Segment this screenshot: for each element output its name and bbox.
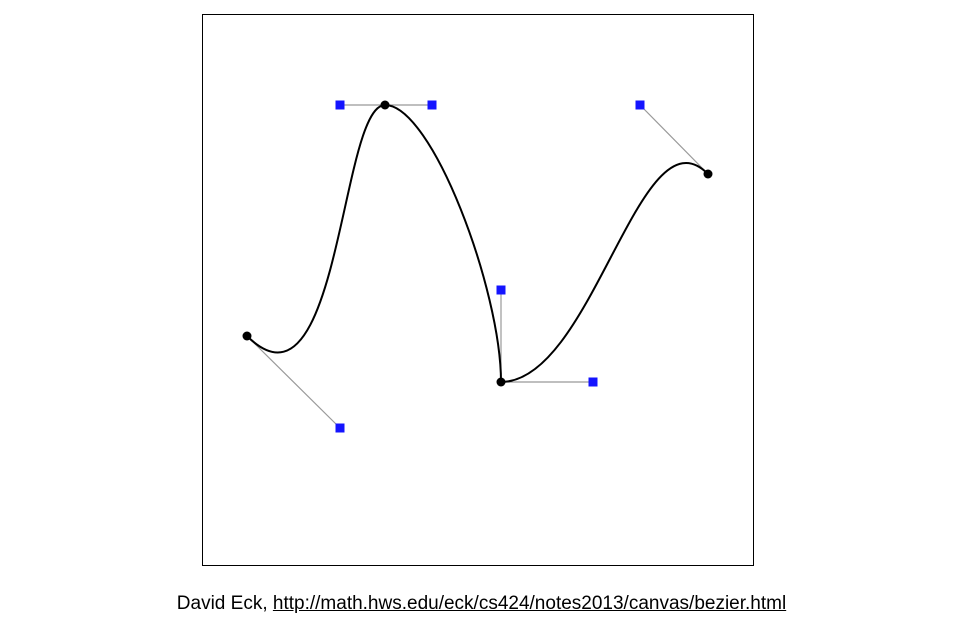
handle-line-4-in	[639, 104, 709, 175]
control-point-3-out[interactable]	[588, 377, 598, 387]
caption-link[interactable]: http://math.hws.edu/eck/cs424/notes2013/…	[272, 593, 787, 614]
control-point-4-in[interactable]	[635, 100, 645, 110]
handle-line-1-out	[246, 335, 341, 429]
caption-author: David Eck,	[176, 593, 273, 614]
anchor-point-3[interactable]	[496, 377, 506, 387]
caption: David Eck, http://math.hws.edu/eck/cs424…	[0, 592, 963, 616]
control-point-2-in[interactable]	[335, 100, 345, 110]
anchor-point-2[interactable]	[380, 100, 390, 110]
bezier-curve	[246, 103, 709, 384]
control-point-2-out[interactable]	[427, 100, 437, 110]
anchor-point-4[interactable]	[703, 169, 713, 179]
anchor-point-1[interactable]	[242, 331, 252, 341]
control-point-3-in[interactable]	[496, 285, 506, 295]
control-point-1-out[interactable]	[335, 423, 345, 433]
bezier-canvas[interactable]	[202, 14, 754, 566]
